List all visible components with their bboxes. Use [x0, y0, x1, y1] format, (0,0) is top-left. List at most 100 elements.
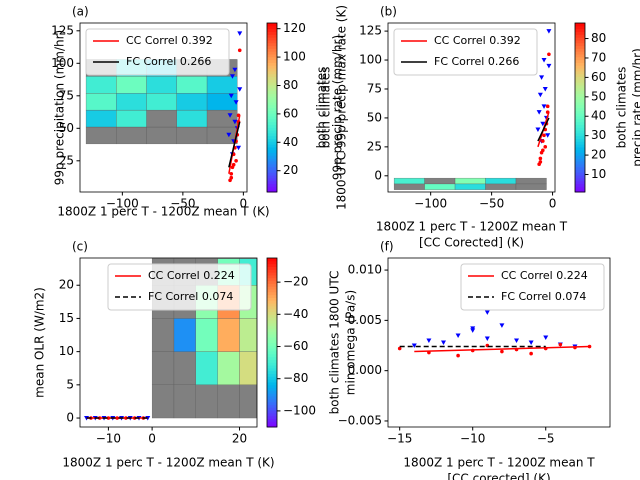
colorbar-step [267, 56, 277, 61]
legend-label: FC Correl 0.074 [501, 290, 586, 303]
colorbar-step [267, 353, 277, 358]
colorbar-step [267, 39, 277, 44]
heatmap-cell [85, 76, 117, 94]
heatmap-cell [85, 109, 117, 128]
colorbar-step [267, 161, 277, 165]
colorbar-step [267, 23, 277, 27]
colorbar-step [267, 294, 277, 298]
panel-label: (a) [72, 5, 89, 19]
point [541, 148, 545, 153]
colorbar-step [575, 113, 585, 117]
colorbar-step [267, 393, 277, 397]
colorbar-step [267, 274, 277, 279]
point [538, 160, 543, 164]
colorbar-step [575, 31, 585, 35]
heatmap-cell [217, 384, 240, 419]
colorbar-step [267, 25, 277, 30]
colorbar-tick-label: 50 [591, 89, 606, 103]
point [229, 74, 235, 79]
colorbar-tick-label: 40 [283, 135, 298, 149]
colorbar-step [575, 161, 585, 165]
colorbar-step [267, 70, 277, 75]
x-axis-label: [CC corected] (K) [447, 472, 550, 480]
heatmap-cell [485, 177, 517, 185]
colorbar-step [267, 398, 277, 403]
colorbar-tick-label: 20 [591, 148, 606, 162]
colorbar-step [267, 144, 277, 148]
colorbar-step [267, 297, 277, 301]
colorbar-step [267, 152, 277, 156]
colorbar-tick-label: −80 [283, 371, 308, 385]
colorbar-step [575, 141, 585, 145]
x-axis-label: 1800Z 1 perc T - 1200Z mean T [376, 220, 568, 234]
colorbar-step [267, 415, 277, 420]
colorbar-step [575, 45, 585, 49]
x-tick-label: −10 [460, 432, 485, 446]
colorbar-step [267, 186, 277, 190]
x-tick-label: −100 [106, 197, 139, 211]
heatmap-cell [85, 126, 117, 145]
colorbar-step [267, 421, 277, 425]
heatmap-cell [206, 93, 238, 111]
legend-label: CC Correl 0.392 [126, 34, 213, 47]
colorbar-step [575, 84, 585, 89]
colorbar-step [267, 356, 277, 360]
colorbar-step [575, 127, 585, 131]
colorbar-step [267, 113, 277, 117]
colorbar-step [575, 180, 585, 185]
colorbar-step [267, 396, 277, 400]
colorbar-step [267, 48, 277, 52]
point [536, 110, 542, 115]
colorbar-step [575, 73, 585, 78]
y-tick-label: 100 [359, 53, 382, 67]
point [233, 100, 239, 105]
heatmap-cell [173, 318, 196, 352]
heatmap-cell [116, 126, 147, 145]
x-tick-label: −5 [537, 432, 555, 446]
heatmap-cell [454, 183, 486, 190]
colorbar-step [267, 384, 277, 389]
colorbar-step [267, 311, 277, 315]
heatmap-cell [206, 76, 238, 94]
colorbar-step [267, 37, 277, 41]
colorbar-step [267, 115, 277, 120]
heatmap-cell [151, 318, 175, 352]
heatmap-cell [146, 93, 177, 111]
panel-label: (c) [72, 240, 88, 254]
legend-box [393, 28, 538, 76]
colorbar-step [267, 31, 277, 35]
colorbar-step [267, 172, 277, 176]
colorbar-step [575, 169, 585, 173]
colorbar-step [575, 155, 585, 159]
y-tick-label: 15 [59, 311, 74, 325]
colorbar-step [267, 367, 277, 372]
colorbar-step [575, 96, 585, 100]
y-axis-label: both climates [319, 67, 333, 149]
colorbar-step [267, 28, 277, 32]
point [234, 159, 238, 163]
colorbar-step [267, 149, 277, 154]
colorbar-step [267, 269, 277, 273]
colorbar-step [575, 158, 585, 162]
colorbar-step [575, 93, 585, 97]
axes-frame [387, 257, 611, 428]
legend: CC Correl 0.224 FC Correl 0.074 [460, 263, 605, 311]
colorbar-step [267, 370, 277, 374]
colorbar-step [575, 149, 585, 154]
point [540, 121, 546, 127]
x-tick-label: 0 [549, 197, 557, 211]
colorbar-step [267, 319, 277, 324]
colorbar-step [575, 62, 585, 66]
heatmap-cell [116, 109, 147, 128]
y-tick-label: 10 [59, 344, 74, 358]
fit-line [537, 117, 550, 142]
heatmap-cell [195, 351, 218, 385]
legend-label: CC Correl 0.392 [434, 34, 521, 47]
heatmap-cell [393, 183, 425, 190]
colorbar-step [267, 183, 277, 187]
point [542, 86, 548, 92]
colorbar-step [267, 93, 277, 97]
point [529, 351, 533, 356]
colorbar-frame [266, 257, 278, 428]
colorbar-tick-label: 80 [591, 31, 606, 45]
